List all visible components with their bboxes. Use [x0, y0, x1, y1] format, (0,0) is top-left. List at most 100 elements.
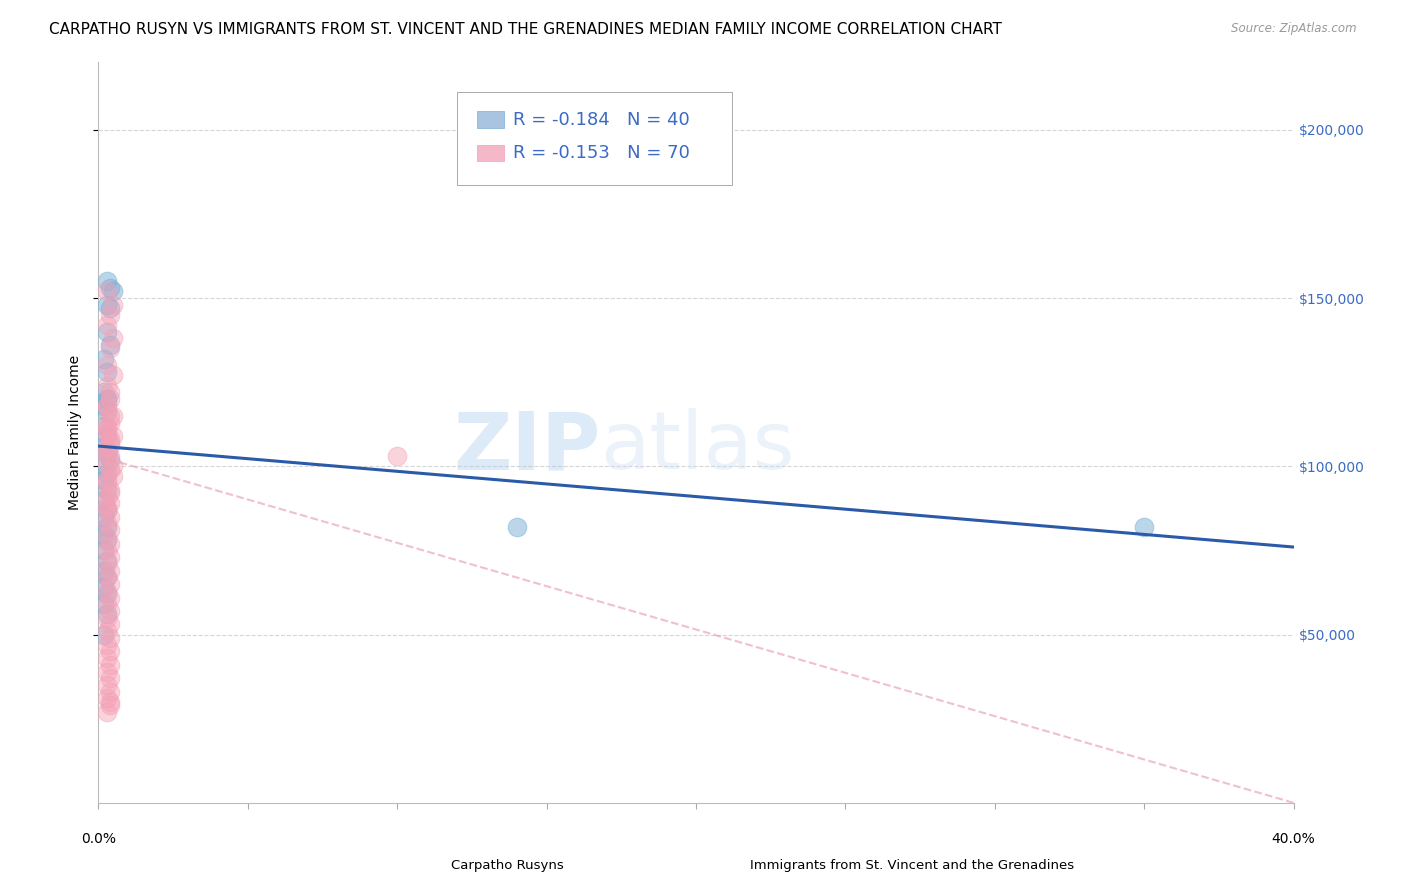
- Point: [103, 429, 125, 443]
- Text: 40.0%: 40.0%: [1271, 832, 1316, 847]
- Point: [98, 308, 122, 322]
- Point: [93, 351, 115, 366]
- Point: [96, 583, 118, 598]
- Point: [98, 591, 122, 605]
- Point: [98, 462, 122, 476]
- Point: [96, 325, 118, 339]
- Point: [96, 483, 118, 497]
- Text: Immigrants from St. Vincent and the Grenadines: Immigrants from St. Vincent and the Gren…: [749, 859, 1074, 872]
- Point: [96, 530, 118, 544]
- Point: [96, 597, 118, 611]
- Point: [96, 520, 118, 534]
- Point: [93, 385, 115, 400]
- Point: [96, 543, 118, 558]
- Point: [103, 298, 125, 312]
- FancyBboxPatch shape: [720, 859, 741, 872]
- Point: [96, 318, 118, 332]
- Point: [98, 342, 122, 356]
- Point: [93, 509, 115, 524]
- Text: Carpatho Rusyns: Carpatho Rusyns: [451, 859, 564, 872]
- Point: [103, 368, 125, 383]
- Point: [98, 301, 122, 315]
- Point: [96, 503, 118, 517]
- Text: 0.0%: 0.0%: [82, 832, 115, 847]
- Point: [98, 536, 122, 550]
- Point: [96, 587, 118, 601]
- Point: [93, 564, 115, 578]
- Point: [98, 577, 122, 591]
- Point: [93, 543, 115, 558]
- Point: [1133, 520, 1156, 534]
- Point: [98, 604, 122, 618]
- Point: [93, 526, 115, 541]
- Point: [96, 638, 118, 652]
- Point: [96, 570, 118, 584]
- Point: [96, 298, 118, 312]
- Point: [98, 644, 122, 658]
- Text: Source: ZipAtlas.com: Source: ZipAtlas.com: [1232, 22, 1357, 36]
- Point: [98, 657, 122, 672]
- Point: [98, 385, 122, 400]
- Point: [98, 483, 122, 497]
- Point: [96, 446, 118, 460]
- Point: [93, 439, 115, 453]
- Point: [96, 442, 118, 457]
- Point: [96, 557, 118, 571]
- Point: [96, 425, 118, 440]
- Point: [98, 486, 122, 500]
- Point: [98, 338, 122, 352]
- Point: [98, 452, 122, 467]
- Point: [96, 392, 118, 406]
- Point: [103, 285, 125, 299]
- Point: [96, 570, 118, 584]
- Point: [98, 496, 122, 510]
- Point: [96, 399, 118, 413]
- Point: [93, 399, 115, 413]
- Point: [96, 665, 118, 679]
- Text: CARPATHO RUSYN VS IMMIGRANTS FROM ST. VINCENT AND THE GRENADINES MEDIAN FAMILY I: CARPATHO RUSYN VS IMMIGRANTS FROM ST. VI…: [49, 22, 1002, 37]
- Point: [96, 516, 118, 531]
- Point: [96, 473, 118, 487]
- Point: [96, 651, 118, 665]
- Point: [96, 607, 118, 622]
- Point: [96, 456, 118, 470]
- FancyBboxPatch shape: [422, 859, 443, 872]
- Point: [96, 446, 118, 460]
- Point: [98, 392, 122, 406]
- Point: [98, 671, 122, 685]
- Point: [98, 409, 122, 423]
- Point: [96, 422, 118, 436]
- Point: [93, 418, 115, 433]
- FancyBboxPatch shape: [477, 112, 503, 128]
- Point: [103, 459, 125, 474]
- Point: [93, 459, 115, 474]
- Point: [96, 285, 118, 299]
- Point: [93, 627, 115, 641]
- FancyBboxPatch shape: [457, 92, 733, 185]
- Point: [96, 466, 118, 480]
- Point: [506, 520, 529, 534]
- Point: [96, 691, 118, 706]
- Point: [385, 449, 409, 463]
- Point: [98, 550, 122, 565]
- Point: [98, 564, 122, 578]
- Point: [103, 469, 125, 483]
- Point: [98, 416, 122, 430]
- Point: [98, 281, 122, 295]
- Point: [103, 409, 125, 423]
- Point: [96, 405, 118, 419]
- Text: ZIP: ZIP: [453, 409, 600, 486]
- Point: [96, 359, 118, 373]
- Point: [93, 473, 115, 487]
- Point: [96, 399, 118, 413]
- Point: [96, 705, 118, 719]
- Point: [93, 492, 115, 507]
- Point: [96, 378, 118, 392]
- Text: atlas: atlas: [600, 409, 794, 486]
- Point: [98, 631, 122, 645]
- Point: [98, 449, 122, 463]
- Point: [96, 392, 118, 406]
- Text: R = -0.184   N = 40: R = -0.184 N = 40: [513, 111, 690, 128]
- FancyBboxPatch shape: [477, 145, 503, 161]
- Point: [96, 678, 118, 692]
